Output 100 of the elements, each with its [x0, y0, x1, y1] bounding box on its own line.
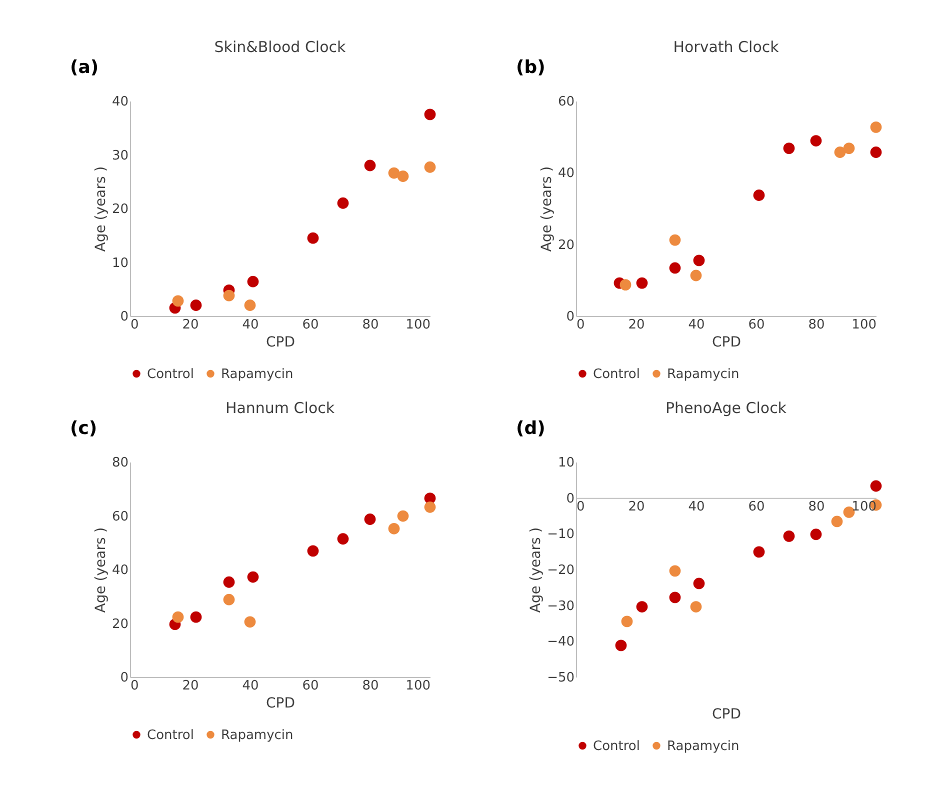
point — [223, 576, 235, 588]
x-tick-label: 0 — [576, 499, 585, 514]
legend-label: Rapamycin — [221, 728, 294, 743]
point — [831, 516, 843, 528]
x-tick-label: 40 — [688, 318, 705, 332]
y-tick-label: 60 — [112, 509, 128, 524]
x-tick-label: 20 — [182, 678, 199, 694]
y-tick-label: 20 — [112, 616, 128, 632]
legend-label: Rapamycin — [221, 366, 294, 382]
point — [397, 510, 409, 522]
y-axis-title: Age (years ) — [92, 166, 109, 252]
x-tick-label: 20 — [628, 499, 645, 514]
point — [690, 270, 702, 282]
point — [337, 533, 349, 545]
point — [870, 480, 882, 492]
y-tick-label: 20 — [558, 238, 574, 253]
point — [834, 146, 846, 158]
point — [690, 601, 702, 612]
point — [223, 594, 235, 606]
y-tick-label: −50 — [547, 670, 574, 686]
point — [693, 254, 705, 266]
x-tick-label: 80 — [362, 318, 379, 332]
point — [223, 290, 235, 302]
y-tick-label: −10 — [547, 527, 574, 542]
point — [172, 611, 184, 623]
point — [337, 197, 349, 209]
point — [388, 167, 400, 179]
point — [870, 146, 882, 158]
x-axis-title: CPD — [712, 706, 741, 722]
y-tick-label: 30 — [112, 148, 128, 164]
x-tick-label: 20 — [628, 318, 645, 332]
point — [364, 160, 376, 172]
x-axis-title: CPD — [712, 334, 741, 350]
y-axis-title: Age (years ) — [92, 527, 109, 613]
y-tick-label: 40 — [112, 563, 128, 578]
y-tick-label: 10 — [558, 456, 574, 470]
x-tick-label: 100 — [406, 318, 430, 332]
y-tick-label: −40 — [547, 634, 574, 650]
legend-label: Control — [147, 366, 194, 382]
point — [783, 142, 795, 154]
point — [753, 546, 765, 558]
x-tick-label: 80 — [808, 499, 825, 514]
x-tick-label: 60 — [748, 318, 765, 332]
legend-label: Control — [593, 738, 640, 754]
point — [244, 300, 256, 311]
point — [172, 295, 184, 307]
point — [810, 135, 822, 146]
text: (a) — [70, 57, 99, 78]
y-tick-label: 80 — [112, 456, 128, 470]
text: (b) — [516, 57, 546, 78]
y-axis-title: Age (years ) — [528, 527, 544, 613]
point — [307, 232, 319, 244]
x-tick-label: 40 — [688, 499, 705, 514]
legend-label: Control — [147, 728, 194, 743]
x-tick-label: 20 — [182, 318, 199, 332]
x-axis-title: CPD — [266, 696, 295, 712]
x-tick-label: 100 — [852, 318, 876, 332]
x-tick-label: 0 — [130, 318, 139, 332]
x-tick-label: 40 — [242, 678, 259, 694]
point — [810, 528, 822, 540]
y-tick-label: 20 — [112, 202, 128, 217]
legend-label: Rapamycin — [667, 738, 740, 754]
x-axis-title: CPD — [266, 334, 295, 350]
point — [397, 170, 409, 182]
point — [190, 300, 202, 311]
y-tick-label: 10 — [112, 256, 128, 271]
x-tick-label: 0 — [130, 678, 139, 694]
point — [424, 161, 436, 173]
x-tick-label: 40 — [242, 318, 259, 332]
chart-title: Horvath Clock — [673, 38, 780, 56]
y-axis-title: Age (years ) — [538, 166, 555, 252]
x-tick-label: 60 — [302, 678, 319, 694]
point — [669, 565, 681, 577]
y-tick-label: −30 — [547, 598, 574, 614]
point — [244, 616, 256, 628]
point — [307, 545, 319, 557]
point — [870, 121, 882, 133]
x-tick-label: 80 — [808, 318, 825, 332]
point — [190, 611, 202, 623]
point — [364, 514, 376, 525]
point — [424, 108, 436, 120]
y-tick-label: −20 — [547, 563, 574, 578]
legend-label: Rapamycin — [667, 366, 740, 382]
y-tick-label: 60 — [558, 94, 574, 110]
point — [669, 234, 681, 246]
text: (c) — [70, 418, 98, 439]
point — [669, 262, 681, 274]
point — [753, 190, 765, 201]
text: (d) — [516, 418, 546, 439]
point — [843, 142, 855, 154]
x-tick-label: 100 — [406, 678, 430, 694]
point — [247, 571, 259, 583]
x-tick-label: 0 — [576, 318, 585, 332]
x-tick-label: 80 — [362, 678, 379, 694]
point — [615, 640, 627, 652]
x-tick-label: 60 — [748, 499, 765, 514]
point — [693, 578, 705, 590]
chart-title: PhenoAge Clock — [666, 399, 787, 417]
point — [636, 277, 648, 289]
chart-title: Hannum Clock — [225, 399, 335, 417]
